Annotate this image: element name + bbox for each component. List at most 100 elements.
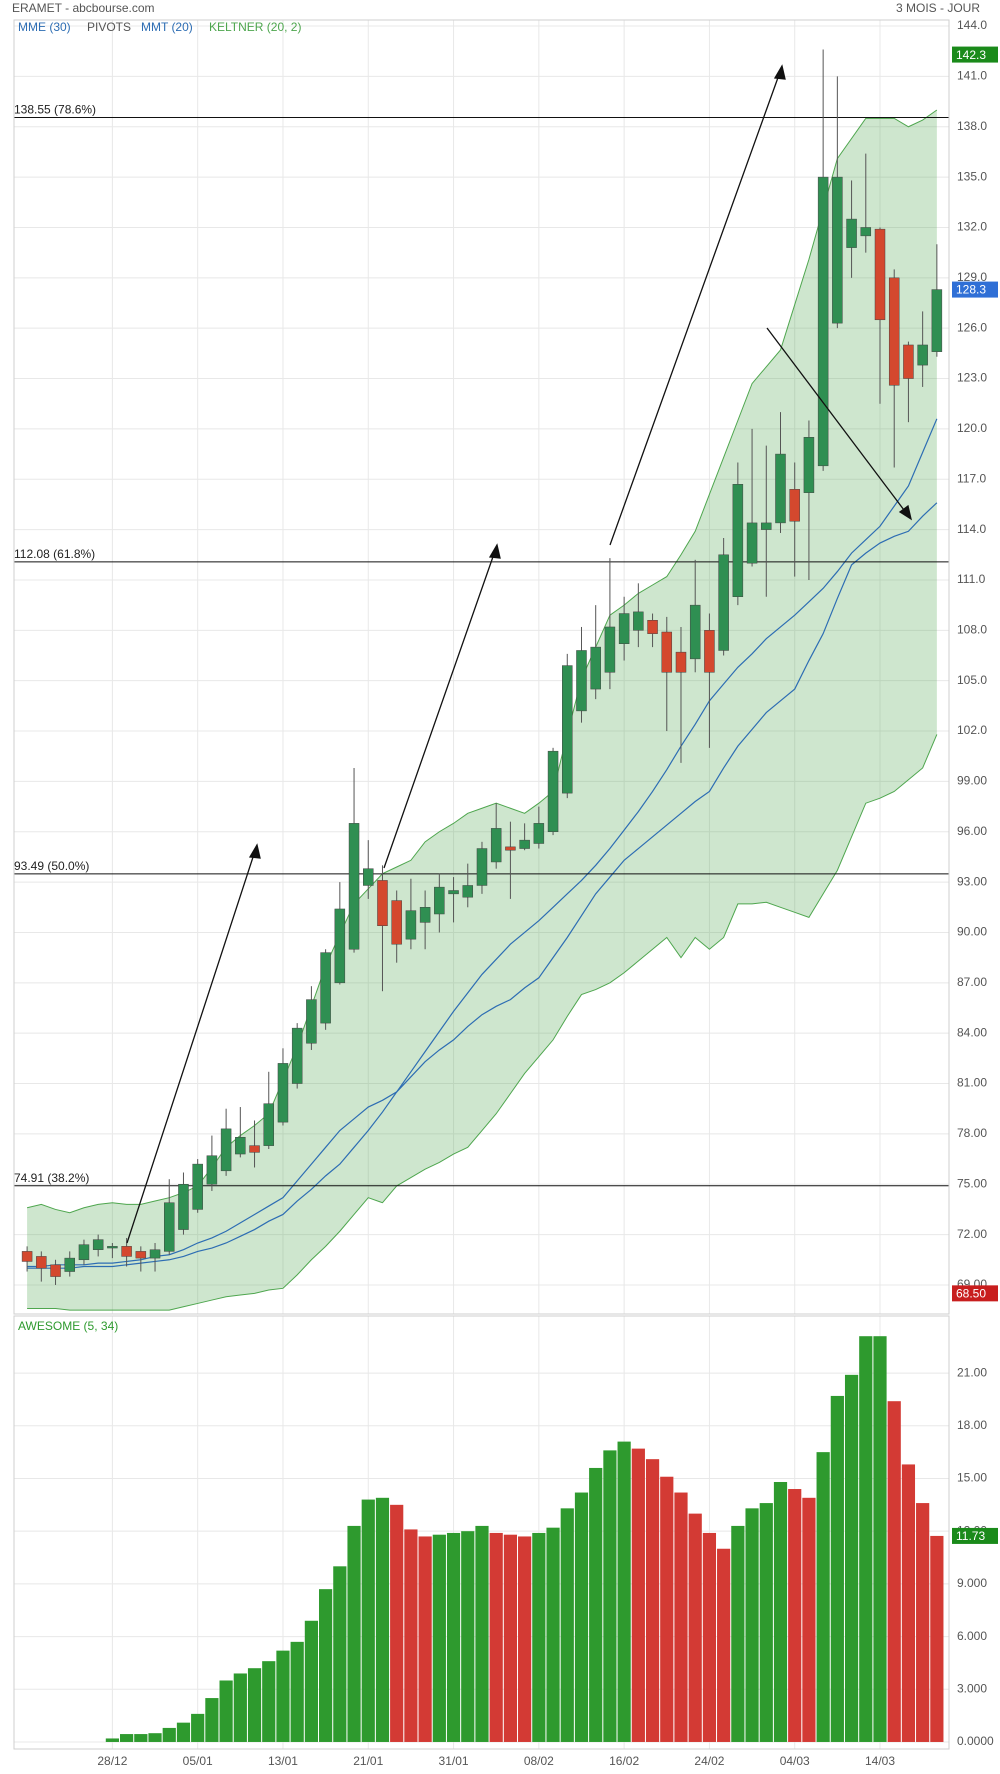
- candle-body: [448, 890, 459, 895]
- x-tick-label: 05/01: [183, 1754, 213, 1768]
- awesome-bar: [461, 1531, 475, 1742]
- legend-mme: MME (30): [18, 20, 71, 34]
- value-marker-label: 142.3: [956, 48, 986, 62]
- y-tick-label: 3.000: [957, 1681, 987, 1695]
- y-tick-label: 114.0: [957, 522, 986, 536]
- candle-body: [519, 839, 530, 849]
- candle-body: [675, 651, 687, 673]
- y-tick-label: 99.00: [957, 774, 987, 788]
- awesome-bar: [603, 1450, 617, 1742]
- candle-body: [604, 626, 616, 673]
- candle-body: [761, 522, 772, 530]
- awesome-bar: [489, 1532, 503, 1742]
- awesome-bars: [105, 1336, 944, 1742]
- awesome-bar: [319, 1589, 333, 1742]
- awesome-bar: [901, 1464, 916, 1742]
- awesome-bar: [830, 1395, 844, 1742]
- awesome-bar: [574, 1492, 589, 1742]
- x-tick-label: 13/01: [268, 1754, 298, 1768]
- awesome-bar: [518, 1536, 532, 1742]
- x-tick-label: 08/02: [524, 1754, 554, 1768]
- value-marker-label: 11.73: [956, 1529, 985, 1543]
- y-tick-label: 75.00: [957, 1176, 987, 1190]
- candle-body: [718, 554, 729, 651]
- candle-body: [36, 1256, 47, 1269]
- awesome-panel-border: [13, 1315, 950, 1750]
- awesome-bar: [844, 1374, 859, 1742]
- candle-body: [505, 846, 516, 851]
- candle-body: [590, 646, 601, 690]
- candle-body: [647, 620, 658, 634]
- keltner-fill: [27, 109, 937, 1311]
- candles: [21, 49, 943, 1285]
- legend-keltner: KELTNER (20, 2): [209, 20, 301, 34]
- y-tick-label: 90.00: [957, 925, 987, 939]
- candle-body: [846, 218, 857, 248]
- candle-body: [817, 176, 829, 467]
- arrow: [766, 327, 908, 515]
- candle-body: [405, 910, 417, 940]
- candle-body: [21, 1251, 33, 1262]
- candle-body: [348, 823, 360, 950]
- period: 3 MOIS - JOUR: [896, 1, 980, 15]
- y-tick-label: 87.00: [957, 975, 987, 989]
- candle-body: [789, 489, 800, 522]
- candle-body: [633, 611, 644, 631]
- arrow-head: [248, 843, 261, 859]
- y-tick-label: 81.00: [957, 1076, 987, 1090]
- awesome-bar: [631, 1448, 645, 1742]
- awesome-bar: [802, 1497, 816, 1742]
- value-marker: [952, 281, 998, 298]
- y-tick-label: 111.0: [957, 572, 986, 586]
- arrow: [609, 71, 781, 546]
- candle-body: [92, 1239, 104, 1250]
- awesome-bar: [120, 1734, 134, 1742]
- y-tick-label: 138.0: [957, 119, 987, 133]
- awesome-bar: [290, 1641, 304, 1742]
- awesome-bar: [219, 1680, 233, 1742]
- keltner-lower: [27, 734, 938, 1311]
- awesome-bar: [446, 1532, 461, 1742]
- awesome-bar: [304, 1620, 318, 1742]
- candle-body: [803, 437, 815, 493]
- y-tick-label: 84.00: [957, 1025, 987, 1039]
- awesome-bar: [347, 1525, 361, 1742]
- candle-body: [903, 344, 914, 379]
- awesome-bar: [148, 1733, 162, 1742]
- awesome-bar: [233, 1673, 247, 1742]
- arrow-head: [488, 543, 501, 559]
- candle-body: [334, 908, 346, 984]
- fib-label: 112.08 (61.8%): [14, 547, 95, 561]
- awesome-bar: [773, 1481, 788, 1742]
- awesome-bar: [702, 1532, 717, 1742]
- awesome-bar: [176, 1722, 191, 1742]
- awesome-bar: [731, 1525, 745, 1742]
- candle-body: [917, 344, 928, 366]
- candle-body: [618, 613, 630, 645]
- candle-body: [704, 630, 715, 673]
- candle-body: [419, 907, 431, 923]
- y-tick-label: 132.0: [957, 220, 987, 234]
- awesome-bar: [390, 1504, 404, 1742]
- candle-body: [462, 885, 474, 898]
- candle-body: [576, 650, 587, 712]
- arrow-head: [773, 64, 786, 80]
- candle-body: [547, 750, 559, 833]
- awesome-bar: [191, 1713, 205, 1742]
- awesome-bar: [546, 1527, 560, 1742]
- y-tick-label: 123.0: [957, 371, 987, 385]
- awesome-bar: [873, 1336, 887, 1742]
- y-tick-label: 120.0: [957, 421, 987, 435]
- x-tick-label: 16/02: [609, 1754, 639, 1768]
- candle-body: [661, 631, 673, 673]
- y-tick-label: 108.0: [957, 622, 987, 636]
- candle-body: [306, 999, 317, 1044]
- awesome-bar: [887, 1401, 901, 1742]
- x-tick-label: 31/01: [439, 1754, 469, 1768]
- candle-body: [192, 1163, 203, 1210]
- awesome-bar: [589, 1467, 603, 1742]
- candle-body: [888, 277, 900, 386]
- candle-body: [732, 484, 744, 598]
- awesome-bar: [333, 1566, 347, 1742]
- y-tick-label: 117.0: [957, 471, 986, 485]
